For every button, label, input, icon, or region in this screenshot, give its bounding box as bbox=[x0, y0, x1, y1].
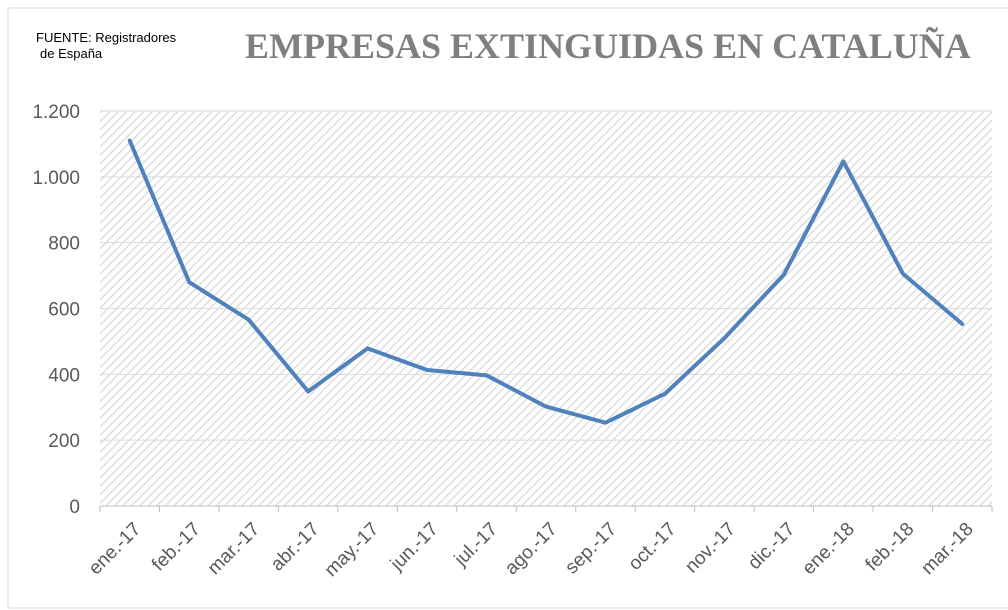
y-tick-label: 400 bbox=[48, 365, 80, 386]
y-tick-label: 1.000 bbox=[32, 168, 80, 189]
y-tick-label: 800 bbox=[48, 234, 80, 255]
source-note: de España bbox=[40, 46, 103, 61]
y-tick-label: 600 bbox=[48, 300, 80, 321]
chart-title: EMPRESAS EXTINGUIDAS EN CATALUÑA bbox=[245, 26, 971, 66]
line-series bbox=[127, 138, 965, 425]
y-tick-label: 0 bbox=[69, 497, 80, 518]
y-tick-label: 200 bbox=[48, 431, 80, 452]
source-note: FUENTE: Registradores bbox=[36, 30, 177, 45]
y-tick-label: 1.200 bbox=[32, 102, 80, 123]
